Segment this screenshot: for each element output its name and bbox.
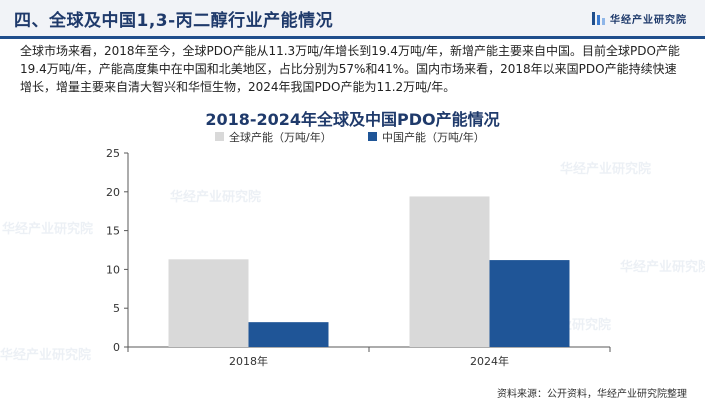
- y-tick-label: 5: [113, 302, 120, 315]
- watermark: 华经产业研究院: [170, 190, 262, 205]
- chart-title: 2018-2024年全球及中国PDO产能情况: [205, 110, 500, 129]
- y-tick-label: 0: [113, 341, 120, 354]
- header-divider: [0, 36, 705, 39]
- legend-swatch: [215, 132, 224, 141]
- watermark: 华经产业研究院: [560, 162, 652, 177]
- x-tick-label: 2018年: [229, 354, 268, 368]
- brand-logo: 华经产业研究院: [592, 10, 687, 26]
- bar: [248, 322, 329, 347]
- legend-swatch: [368, 132, 377, 141]
- header: 四、全球及中国1,3-丙二醇行业产能情况 华经产业研究院: [0, 0, 705, 36]
- bar: [409, 196, 490, 347]
- legend-label: 全球产能（万吨/年）: [229, 130, 332, 144]
- watermark: 华经产业研究院: [620, 260, 705, 275]
- intro-paragraph: 全球市场来看，2018年至今，全球PDO产能从11.3万吨/年增长到19.4万吨…: [20, 44, 680, 94]
- y-tick-label: 25: [106, 147, 120, 160]
- y-tick-label: 15: [106, 225, 120, 238]
- bars-logo-icon: [592, 11, 605, 25]
- logo-text: 华经产业研究院: [610, 14, 687, 26]
- watermark: 华经产业研究院: [2, 222, 94, 237]
- y-tick-label: 20: [106, 186, 120, 199]
- page-title: 四、全球及中国1,3-丙二醇行业产能情况: [14, 11, 334, 31]
- legend-label: 中国产能（万吨/年）: [382, 130, 485, 144]
- watermark: 华经产业研究院: [0, 348, 92, 363]
- y-tick-label: 10: [106, 263, 120, 276]
- source-note: 资料来源：公开资料，华经产业研究院整理: [497, 389, 687, 400]
- bar: [489, 260, 570, 347]
- x-tick-label: 2024年: [470, 354, 509, 368]
- bar: [168, 259, 249, 347]
